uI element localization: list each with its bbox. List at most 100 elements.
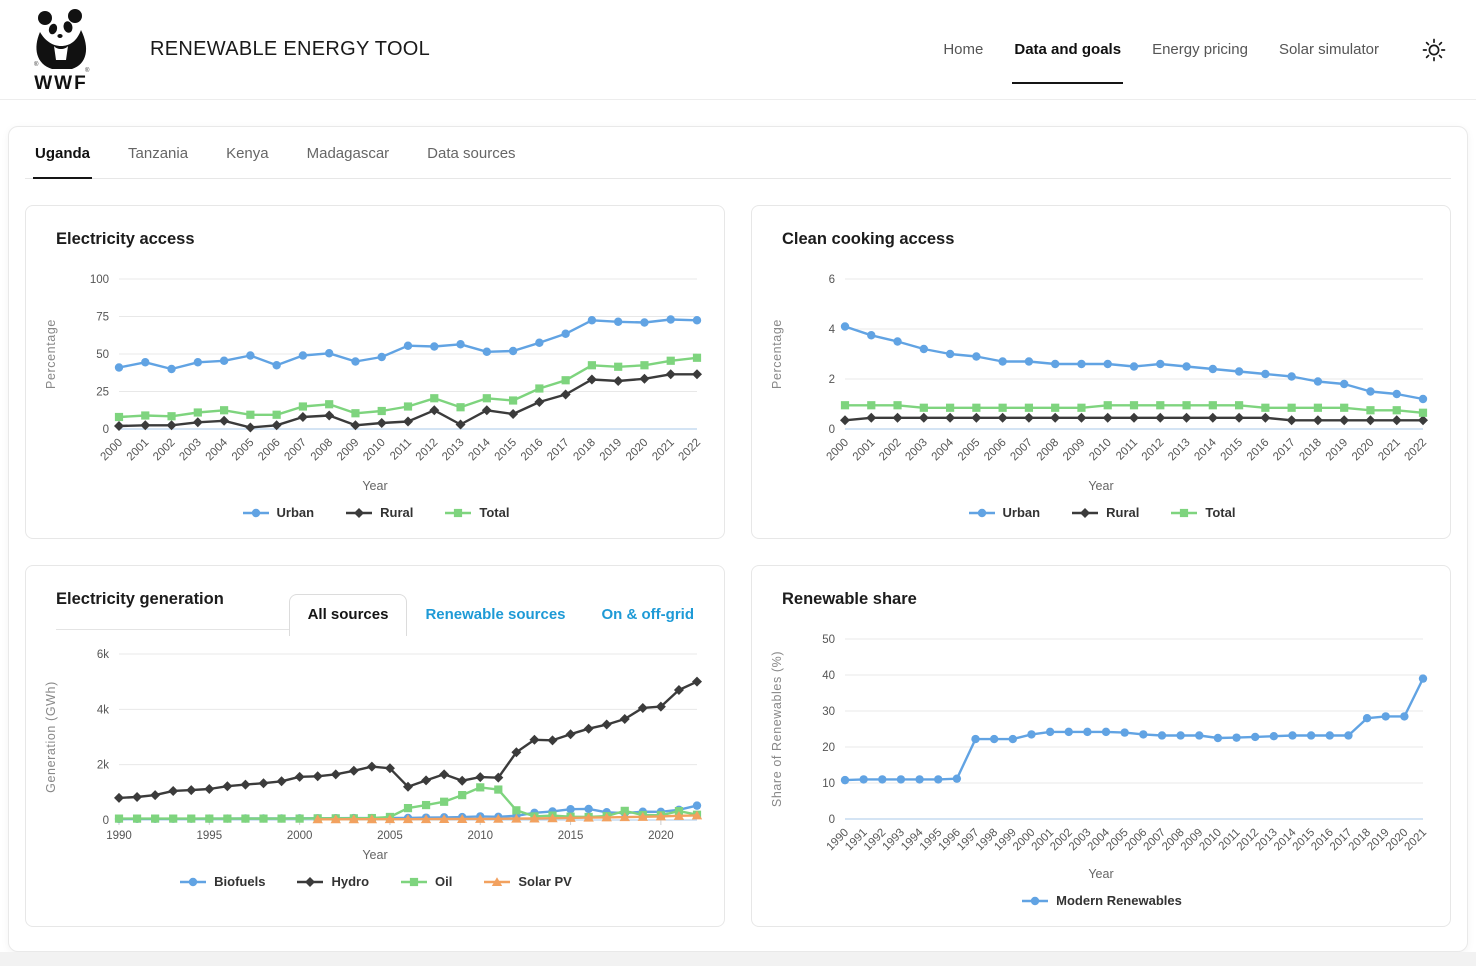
svg-text:2013: 2013 — [1166, 437, 1193, 464]
legend-label: Solar PV — [518, 874, 572, 889]
svg-text:2011: 2011 — [1114, 437, 1140, 463]
subtab-on-off-grid[interactable]: On & off-grid — [584, 594, 712, 636]
svg-text:2002: 2002 — [877, 437, 904, 464]
charts-grid: Electricity access 0 25 50 75 100 Percentage 2… — [25, 205, 1451, 927]
tab-madagascar[interactable]: Madagascar — [305, 129, 392, 179]
svg-text:10: 10 — [822, 778, 835, 790]
electricity-access-chart[interactable]: 0 25 50 75 100 Percentage 2000 2001 2002 2003 2004… — [38, 265, 712, 477]
legend-item-biofuels[interactable]: Biofuels — [178, 874, 265, 889]
svg-text:2014: 2014 — [1192, 436, 1219, 463]
nav-solar-simulator[interactable]: Solar simulator — [1278, 41, 1379, 58]
subtab-renewable-sources[interactable]: Renewable sources — [407, 594, 583, 636]
nav-energy-pricing[interactable]: Energy pricing — [1152, 41, 1248, 58]
svg-text:2008: 2008 — [1035, 437, 1062, 464]
renewable-share-chart[interactable]: 0 10 20 30 40 50 Share of Renewables (%) 1990 19… — [764, 625, 1438, 865]
svg-text:40: 40 — [822, 670, 835, 682]
svg-text:2001: 2001 — [851, 437, 878, 464]
svg-text:4: 4 — [829, 324, 836, 336]
svg-text:2004: 2004 — [204, 436, 231, 463]
svg-text:20: 20 — [822, 742, 835, 754]
svg-text:2020: 2020 — [648, 830, 674, 842]
legend-label: Rural — [1106, 505, 1140, 520]
tab-kenya[interactable]: Kenya — [224, 129, 271, 179]
svg-text:2010: 2010 — [361, 437, 388, 464]
electricity-generation-chart[interactable]: 0 2k 4k 6k Generation (GWh) 1990 1995 2000 2005 2… — [38, 640, 712, 846]
svg-text:2020: 2020 — [624, 437, 651, 464]
card-title-renewable-share: Renewable share — [782, 590, 917, 608]
card-electricity-access: Electricity access 0 25 50 75 100 Percentage 2… — [25, 205, 725, 539]
svg-text:2005: 2005 — [956, 437, 983, 464]
svg-text:2007: 2007 — [282, 437, 309, 464]
card-title-clean-cooking: Clean cooking access — [782, 230, 955, 248]
tab-uganda[interactable]: Uganda — [33, 129, 93, 179]
svg-text:2006: 2006 — [256, 437, 283, 464]
legend-label: Modern Renewables — [1056, 893, 1182, 908]
theme-toggle-button[interactable] — [1422, 38, 1446, 62]
svg-text:0: 0 — [103, 815, 109, 827]
legend-label: Urban — [1002, 505, 1041, 520]
panda-icon: ® ® WWF — [34, 8, 90, 94]
svg-text:Percentage: Percentage — [770, 319, 784, 389]
subtab-all-sources[interactable]: All sources — [288, 594, 408, 636]
chart-legend: Urban Rural Total — [764, 505, 1438, 522]
svg-text:2011: 2011 — [388, 437, 414, 463]
generation-card-header: Electricity generation All sources Renew… — [38, 582, 712, 636]
sun-icon — [1422, 38, 1446, 61]
svg-text:2003: 2003 — [903, 437, 930, 464]
nav-home[interactable]: Home — [943, 41, 984, 58]
svg-text:®: ® — [34, 61, 39, 68]
svg-text:2016: 2016 — [1245, 437, 1272, 464]
svg-text:75: 75 — [96, 312, 109, 324]
svg-text:1990: 1990 — [106, 830, 132, 842]
svg-text:WWF: WWF — [34, 73, 87, 94]
legend-item-total[interactable]: Total — [1169, 505, 1235, 520]
svg-text:100: 100 — [90, 274, 109, 286]
legend-item-urban[interactable]: Urban — [967, 505, 1041, 520]
legend-item-rural[interactable]: Rural — [1070, 505, 1139, 520]
chart-legend: Urban Rural Total — [38, 505, 712, 522]
svg-text:2020: 2020 — [1350, 437, 1377, 464]
tab-data-sources[interactable]: Data sources — [425, 129, 517, 179]
country-tabs: Uganda Tanzania Kenya Madagascar Data so… — [25, 129, 1451, 179]
clean-cooking-chart[interactable]: 0 2 4 6 Percentage 2000 2001 2002 2003 2004 2005 20… — [764, 265, 1438, 477]
svg-text:30: 30 — [822, 706, 835, 718]
svg-text:Percentage: Percentage — [44, 319, 58, 389]
svg-text:2003: 2003 — [177, 437, 204, 464]
svg-text:2010: 2010 — [1087, 437, 1114, 464]
svg-text:6k: 6k — [97, 649, 109, 661]
nav-data-and-goals[interactable]: Data and goals — [1012, 37, 1123, 84]
chart-legend: Biofuels Hydro Oil Solar PV — [38, 874, 712, 891]
app-title: RENEWABLE ENERGY TOOL — [150, 38, 431, 60]
legend-item-total[interactable]: Total — [443, 505, 509, 520]
svg-text:0: 0 — [829, 814, 835, 826]
svg-text:2k: 2k — [97, 760, 109, 772]
x-axis-label: Year — [362, 479, 388, 493]
legend-label: Total — [1205, 505, 1236, 520]
svg-text:6: 6 — [829, 274, 835, 286]
legend-item-solar-pv[interactable]: Solar PV — [482, 874, 572, 889]
svg-text:2005: 2005 — [230, 437, 257, 464]
svg-text:2022: 2022 — [1403, 437, 1430, 464]
legend-item-modern-renewables[interactable]: Modern Renewables — [1020, 893, 1182, 908]
svg-text:2000: 2000 — [99, 437, 126, 464]
tab-tanzania[interactable]: Tanzania — [126, 129, 190, 179]
svg-text:2014: 2014 — [466, 436, 493, 463]
svg-text:0: 0 — [829, 424, 835, 436]
legend-label: Oil — [435, 874, 453, 889]
svg-text:2001: 2001 — [125, 437, 152, 464]
svg-text:2009: 2009 — [1061, 437, 1088, 464]
svg-text:2018: 2018 — [571, 437, 598, 464]
svg-text:2015: 2015 — [1219, 437, 1246, 464]
wwf-logo[interactable]: ® ® WWF — [30, 8, 94, 94]
legend-item-hydro[interactable]: Hydro — [295, 874, 369, 889]
legend-item-rural[interactable]: Rural — [344, 505, 413, 520]
svg-text:2019: 2019 — [1324, 437, 1351, 464]
svg-text:2007: 2007 — [1008, 437, 1035, 464]
svg-text:2006: 2006 — [982, 437, 1009, 464]
card-electricity-generation: Electricity generation All sources Renew… — [25, 565, 725, 927]
legend-item-oil[interactable]: Oil — [399, 874, 452, 889]
svg-text:2016: 2016 — [519, 437, 546, 464]
legend-item-urban[interactable]: Urban — [241, 505, 314, 520]
svg-text:2021: 2021 — [650, 437, 677, 464]
app-header: ® ® WWF RENEWABLE ENERGY TOOL Home Data … — [0, 0, 1476, 100]
